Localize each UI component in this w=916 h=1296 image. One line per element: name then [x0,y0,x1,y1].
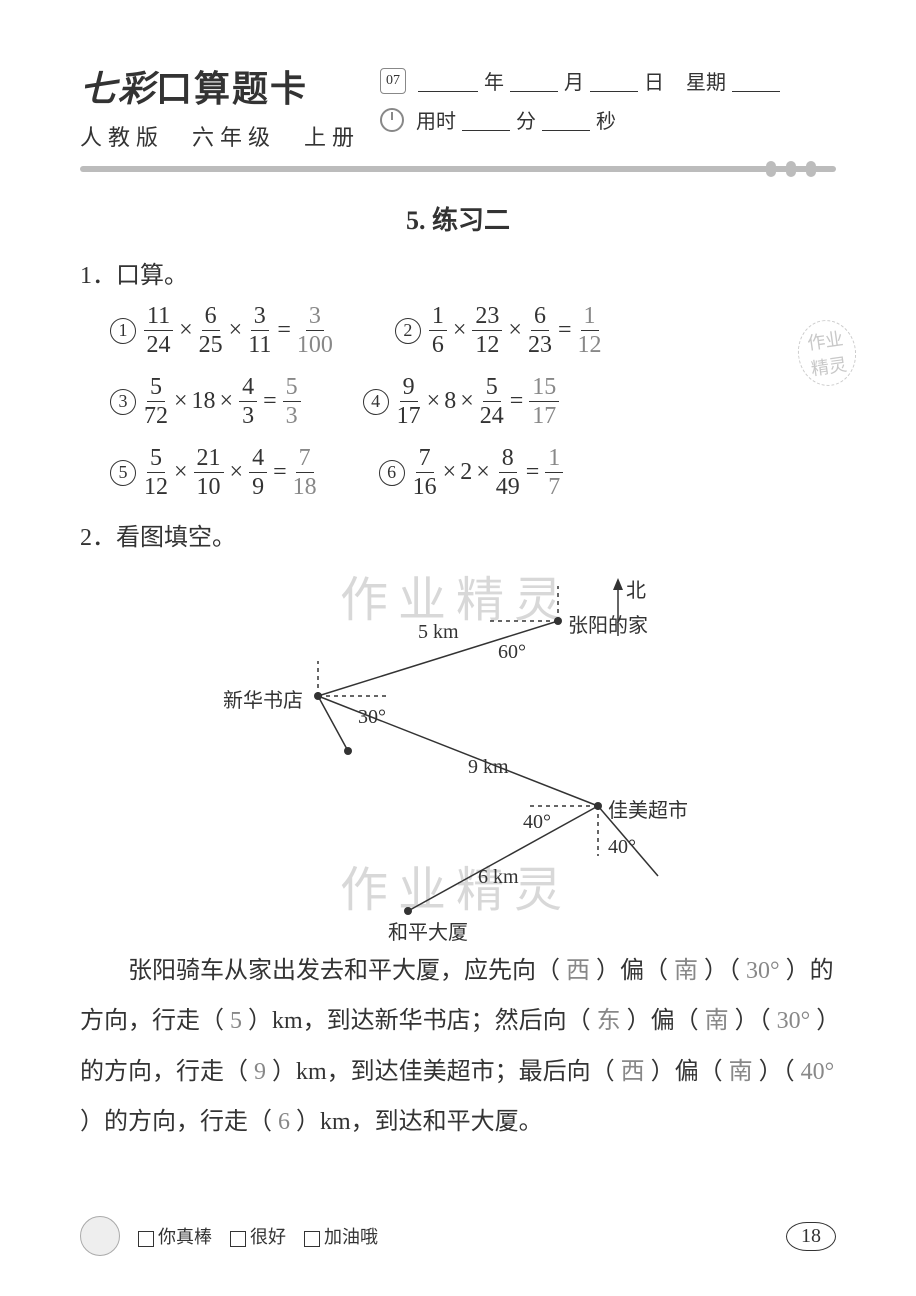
diagram-label: 40° [523,811,551,834]
fill-answer: 南 [674,958,698,984]
diagram-label: 和平大厦 [388,916,468,945]
divider [80,166,836,172]
stamp-l1: 作业 [806,329,844,354]
problem: 4917×8×524=1517 [363,375,562,428]
blank-month[interactable] [510,70,558,92]
fill-answer: 6 [278,1109,290,1135]
problem-num: 4 [363,389,389,415]
main-title: 七彩口算题卡 [80,60,360,112]
fill-answer: 5 [230,1008,242,1034]
meta-block: 07 年 月 日 星期 用时 分 秒 [380,60,836,144]
diagram: 北张阳的家新华书店佳美超市和平大厦5 km60°30°9 km40°40°6 k… [178,566,738,926]
fill-answer: 南 [705,1008,729,1034]
mascot-icon [80,1216,120,1256]
diagram-label: 6 km [478,866,519,889]
fill-answer: 西 [621,1059,645,1085]
problem: 216×2312×623=112 [395,304,604,357]
problem-num: 5 [110,460,136,486]
fill-answer: 南 [729,1059,753,1085]
fill-answer: 30° [746,958,780,984]
problem: 11124×625×311=3100 [110,304,335,357]
problem-num: 2 [395,318,421,344]
diagram-label: 北 [626,574,646,603]
footer-check[interactable]: 很好 [230,1227,286,1247]
title-rest: 口算题卡 [156,69,308,109]
diagram-label: 60° [498,641,526,664]
clock-icon [380,108,404,132]
diagram-label: 9 km [468,756,509,779]
q1-label: 1．口算。 [80,255,836,290]
stamp-l2: 精灵 [810,354,848,379]
fill-answer: 西 [566,958,590,984]
fill-paragraph: 张阳骑车从家出发去和平大厦，应先向（ 西 ）偏（ 南 ）（ 30° ）的方向，行… [80,946,836,1148]
diagram-label: 5 km [418,621,459,644]
footer-checks: 你真棒很好加油哦 [80,1216,396,1256]
fill-answer: 30° [777,1008,811,1034]
diagram-label: 佳美超市 [608,794,688,823]
fill-answer: 东 [597,1008,621,1034]
blank-weekday[interactable] [732,70,780,92]
footer-check[interactable]: 你真棒 [138,1227,212,1247]
calendar-icon: 07 [380,68,406,94]
time-row: 用时 分 秒 [380,105,836,134]
diagram-label: 40° [608,836,636,859]
fill-answer: 40° [801,1059,835,1085]
date-row: 07 年 月 日 星期 [380,66,836,95]
problem: 5512×2110×49=718 [110,446,319,499]
fill-answer: 9 [254,1059,266,1085]
diagram-label: 新华书店 [223,684,303,713]
problem-num: 1 [110,318,136,344]
diagram-label: 30° [358,706,386,729]
diagram-label: 张阳的家 [568,609,648,638]
blank-min[interactable] [462,109,510,131]
problems-grid: 11124×625×311=3100 216×2312×623=112 3572×1… [80,304,836,499]
page-number: 18 [786,1222,836,1251]
title-block: 七彩口算题卡 人教版 六年级 上册 [80,60,360,152]
header: 七彩口算题卡 人教版 六年级 上册 07 年 月 日 星期 用时 分 秒 [80,60,836,152]
problem: 6716×2×849=17 [379,446,566,499]
problem: 3572×18×43=53 [110,375,303,428]
problem-num: 3 [110,389,136,415]
footer-check[interactable]: 加油哦 [304,1227,378,1247]
title-prefix: 七彩 [80,69,156,109]
footer: 你真棒很好加油哦 18 [80,1216,836,1256]
blank-day[interactable] [590,70,638,92]
subtitle: 人教版 六年级 上册 [80,120,360,152]
blank-sec[interactable] [542,109,590,131]
q2-label: 2．看图填空。 [80,517,836,552]
blank-year[interactable] [418,70,478,92]
problem-num: 6 [379,460,405,486]
section-title: 5. 练习二 [80,200,836,237]
